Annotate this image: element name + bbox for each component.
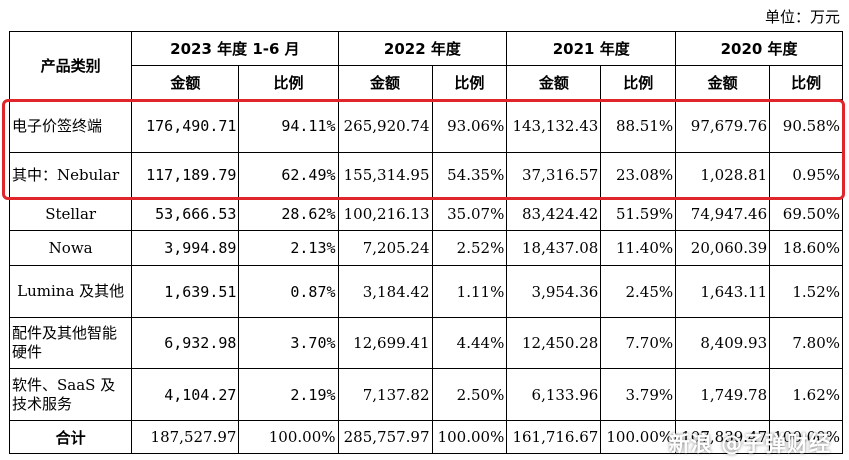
row-category: 其中：Nebular	[8, 152, 133, 198]
cell-value: 3.70%	[238, 317, 339, 369]
table-row: 其中：Nebular 117,189.79 62.49% 155,314.95 …	[8, 152, 843, 198]
row-category: 合计	[8, 420, 133, 454]
watermark: 新浪 @子弹财经	[668, 432, 831, 456]
header-amount: 金额	[675, 65, 771, 100]
header-ratio: 比例	[600, 65, 677, 100]
row-category: 软件、SaaS 及技术服务	[8, 368, 133, 421]
table-row: 软件、SaaS 及技术服务 4,104.27 2.19% 7,137.82 2.…	[8, 368, 843, 421]
header-ratio: 比例	[769, 65, 843, 100]
cell-value: 2.50%	[431, 368, 508, 421]
cell-value: 74,947.46	[675, 197, 771, 231]
cell-value: 6,932.98	[131, 317, 240, 369]
header-amount: 金额	[131, 65, 240, 100]
cell-value: 265,920.74	[337, 99, 433, 153]
cell-value: 3,184.42	[337, 265, 433, 318]
cell-value: 83,424.42	[506, 197, 602, 231]
cell-value: 187,527.97	[131, 420, 240, 454]
cell-value: 1,028.81	[675, 152, 771, 198]
cell-value: 88.51%	[600, 99, 677, 153]
cell-value: 1.62%	[769, 368, 843, 421]
cell-value: 100.00%	[431, 420, 508, 454]
cell-value: 23.08%	[600, 152, 677, 198]
cell-value: 100.00%	[600, 420, 677, 454]
cell-value: 155,314.95	[337, 152, 433, 198]
cell-value: 20,060.39	[675, 230, 771, 266]
cell-value: 1,643.11	[675, 265, 771, 318]
table-row: Stellar 53,666.53 28.62% 100,216.13 35.0…	[8, 197, 843, 231]
cell-value: 2.13%	[238, 230, 339, 266]
cell-value: 7.70%	[600, 317, 677, 369]
cell-value: 1,749.78	[675, 368, 771, 421]
cell-value: 12,699.41	[337, 317, 433, 369]
cell-value: 54.35%	[431, 152, 508, 198]
unit-label: 单位：万元	[764, 8, 840, 26]
cell-value: 285,757.97	[337, 420, 433, 454]
cell-value: 0.87%	[238, 265, 339, 318]
header-period-2022: 2022 年度	[337, 31, 508, 66]
header-ratio: 比例	[431, 65, 508, 100]
cell-value: 143,132.43	[506, 99, 602, 153]
cell-value: 100.00%	[769, 420, 843, 454]
cell-value: 18,437.08	[506, 230, 602, 266]
cell-value: 100.00%	[238, 420, 339, 454]
header-category: 产品类别	[8, 31, 133, 100]
cell-value: 35.07%	[431, 197, 508, 231]
cell-value: 176,490.71	[131, 99, 240, 153]
cell-value: 2.52%	[431, 230, 508, 266]
cell-value: 117,189.79	[131, 152, 240, 198]
header-period-2023h1: 2023 年度 1-6 月	[131, 31, 339, 66]
cell-value: 3,994.89	[131, 230, 240, 266]
cell-value: 11.40%	[600, 230, 677, 266]
cell-value: 2.19%	[238, 368, 339, 421]
cell-value: 18.60%	[769, 230, 843, 266]
cell-value: 6,133.96	[506, 368, 602, 421]
cell-value: 3,954.36	[506, 265, 602, 318]
cell-value: 3.79%	[600, 368, 677, 421]
cell-value: 161,716.67	[506, 420, 602, 454]
table-row: Nowa 3,994.89 2.13% 7,205.24 2.52% 18,43…	[8, 230, 843, 266]
cell-value: 28.62%	[238, 197, 339, 231]
cell-value: 69.50%	[769, 197, 843, 231]
row-category: 电子价签终端	[8, 99, 133, 153]
cell-value: 51.59%	[600, 197, 677, 231]
cell-value: 0.95%	[769, 152, 843, 198]
header-amount: 金额	[337, 65, 433, 100]
header-period-2020: 2020 年度	[675, 31, 843, 66]
cell-value: 12,450.28	[506, 317, 602, 369]
table-row: 配件及其他智能硬件 6,932.98 3.70% 12,699.41 4.44%…	[8, 317, 843, 369]
cell-value: 4.44%	[431, 317, 508, 369]
header-period-2021: 2021 年度	[506, 31, 677, 66]
header-amount: 金额	[506, 65, 602, 100]
table-row: 电子价签终端 176,490.71 94.11% 265,920.74 93.0…	[8, 99, 843, 153]
cell-value: 90.58%	[769, 99, 843, 153]
cell-value: 94.11%	[238, 99, 339, 153]
cell-value: 8,409.93	[675, 317, 771, 369]
revenue-table: 产品类别 2023 年度 1-6 月 2022 年度 2021 年度 2020 …	[8, 31, 843, 454]
cell-value: 107,839.47	[675, 420, 771, 454]
cell-value: 1,639.51	[131, 265, 240, 318]
cell-value: 2.45%	[600, 265, 677, 318]
row-category: 配件及其他智能硬件	[8, 317, 133, 369]
table-row-total: 合计 187,527.97 100.00% 285,757.97 100.00%…	[8, 420, 843, 454]
cell-value: 4,104.27	[131, 368, 240, 421]
cell-value: 53,666.53	[131, 197, 240, 231]
header-ratio: 比例	[238, 65, 339, 100]
row-category: Lumina 及其他	[8, 265, 133, 318]
table-row: Lumina 及其他 1,639.51 0.87% 3,184.42 1.11%…	[8, 265, 843, 318]
cell-value: 1.52%	[769, 265, 843, 318]
row-category: Nowa	[8, 230, 133, 266]
row-category: Stellar	[8, 197, 133, 231]
cell-value: 62.49%	[238, 152, 339, 198]
cell-value: 7,137.82	[337, 368, 433, 421]
cell-value: 1.11%	[431, 265, 508, 318]
cell-value: 93.06%	[431, 99, 508, 153]
cell-value: 7,205.24	[337, 230, 433, 266]
cell-value: 7.80%	[769, 317, 843, 369]
cell-value: 97,679.76	[675, 99, 771, 153]
cell-value: 37,316.57	[506, 152, 602, 198]
cell-value: 100,216.13	[337, 197, 433, 231]
